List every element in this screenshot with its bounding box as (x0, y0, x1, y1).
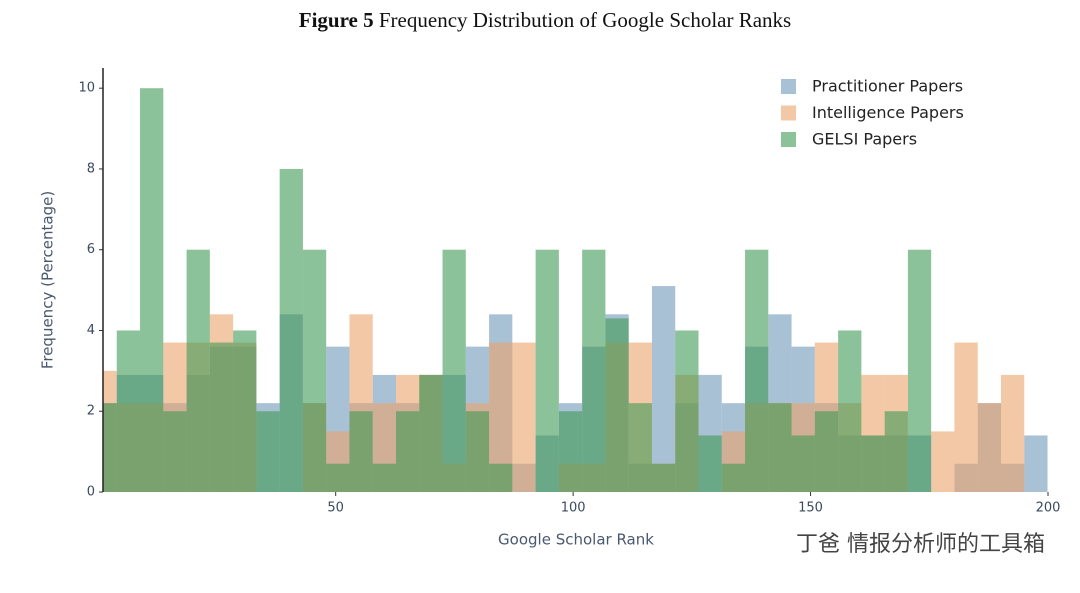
bar (884, 411, 908, 492)
bar (256, 411, 280, 492)
x-tick-label: 50 (327, 501, 344, 516)
bar (489, 463, 513, 492)
bar (954, 342, 978, 492)
bar (489, 342, 513, 492)
bar (465, 411, 490, 492)
bar (233, 330, 257, 492)
legend-swatch (781, 132, 796, 147)
bar (163, 411, 187, 492)
y-tick-label: 10 (78, 81, 95, 96)
bar (419, 374, 443, 492)
bar (768, 403, 792, 492)
bar (395, 411, 420, 492)
chart-title: Figure 5 Frequency Distribution of Googl… (299, 8, 791, 32)
y-axis-title: Frequency (Percentage) (39, 191, 57, 369)
bar (675, 330, 699, 492)
title-text: Frequency Distribution of Google Scholar… (379, 8, 791, 32)
bar (512, 342, 536, 492)
bar (582, 249, 606, 492)
bar (931, 431, 955, 492)
bar (442, 249, 466, 492)
bar (861, 435, 885, 492)
bar (814, 411, 839, 492)
legend-swatch (781, 105, 796, 121)
bar (698, 435, 722, 492)
y-tick-label: 2 (87, 404, 95, 419)
bar (326, 463, 350, 492)
x-tick-label: 200 (1036, 501, 1061, 516)
bar (103, 403, 117, 492)
bar (907, 249, 932, 492)
bar (791, 435, 815, 492)
title-label: Figure 5 (299, 8, 374, 32)
y-tick-label: 8 (87, 161, 95, 176)
bar (535, 249, 559, 492)
x-tick-label: 150 (798, 501, 823, 516)
bars (103, 88, 1048, 492)
bar (372, 463, 396, 492)
bar (186, 249, 210, 492)
bar (1000, 374, 1025, 492)
legend-swatch (781, 79, 796, 94)
bar (1024, 435, 1048, 492)
bar (651, 286, 676, 492)
bar (302, 249, 327, 492)
bar (349, 411, 373, 492)
bar (140, 88, 164, 492)
bar (628, 403, 652, 492)
bar (558, 411, 583, 492)
legend-label: Practitioner Papers (812, 77, 963, 96)
bar (279, 168, 303, 492)
y-tick-label: 6 (87, 242, 95, 257)
x-tick-label: 100 (561, 501, 586, 516)
legend-label: GELSI Papers (812, 130, 917, 149)
x-axis-title: Google Scholar Rank (498, 531, 654, 549)
bar (838, 330, 862, 492)
bar (605, 318, 629, 492)
legend-label: Intelligence Papers (812, 103, 964, 122)
bar (651, 463, 676, 492)
bar (721, 463, 746, 492)
bar (116, 330, 141, 492)
bar (745, 249, 769, 492)
y-tick-label: 0 (87, 485, 95, 500)
watermark: 丁爸 情报分析师的工具箱 (796, 532, 1045, 557)
bar (977, 403, 1001, 492)
y-tick-label: 4 (87, 323, 95, 338)
bar (209, 342, 234, 492)
